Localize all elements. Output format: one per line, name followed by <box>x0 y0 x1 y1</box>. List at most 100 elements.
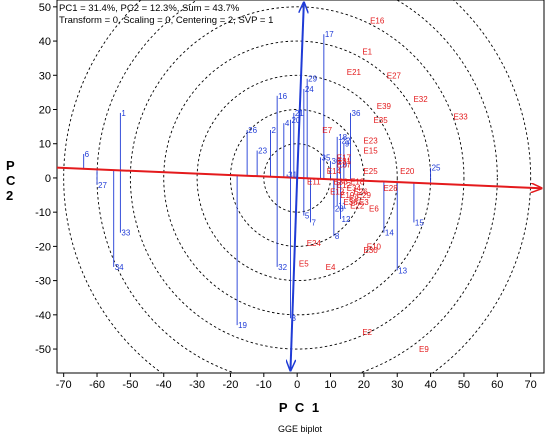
environment-label: E10 <box>367 242 382 251</box>
environment-label: E8 <box>349 194 359 203</box>
genotype-label: 30 <box>332 157 341 166</box>
environment-label: E14 <box>327 167 342 176</box>
x-tick-label: -40 <box>156 379 172 391</box>
genotype-label: 2 <box>271 126 276 135</box>
x-tick-label: 30 <box>391 379 403 391</box>
genotype-label: 35 <box>322 153 331 162</box>
genotype-label: 8 <box>335 232 340 241</box>
genotype-label: 20 <box>291 116 300 125</box>
genotype-label: 5 <box>305 212 310 221</box>
x-tick-label: -50 <box>122 379 138 391</box>
genotype-label: 11 <box>338 201 347 210</box>
environment-label: E11 <box>307 177 321 186</box>
x-tick-label: 60 <box>491 379 503 391</box>
genotype-label: 6 <box>85 150 90 159</box>
y-tick-label: 10 <box>39 139 51 151</box>
environment-label: E2 <box>362 328 372 337</box>
header-line-1: PC1 = 31.4%, PC2 = 12.3%, Sum = 43.7% <box>59 3 240 14</box>
environment-label: E34 <box>347 184 362 193</box>
caption: GGE biplot <box>278 424 323 434</box>
y-tick-label: -30 <box>35 276 51 288</box>
genotype-label: 15 <box>415 218 424 227</box>
x-tick-label: -70 <box>56 379 72 391</box>
environment-label: E28 <box>383 184 398 193</box>
genotype-label: 19 <box>238 321 247 330</box>
environment-label: E24 <box>307 239 322 248</box>
genotype-label: 13 <box>398 266 407 275</box>
environment-label: E7 <box>322 126 332 135</box>
environment-label: E38 <box>343 198 358 207</box>
environment-label: E27 <box>387 71 402 80</box>
circle-r30 <box>196 74 398 282</box>
y-tick-label: -50 <box>35 344 51 356</box>
y-tick-label: -10 <box>35 207 51 219</box>
environment-label: E29 <box>357 191 372 200</box>
environment-label: E37 <box>337 160 352 169</box>
x-tick-label: -60 <box>89 379 105 391</box>
environment-label: E15 <box>363 147 378 156</box>
circle-r70 <box>63 0 532 373</box>
genotype-label: 26 <box>248 126 257 135</box>
genotype-label: 24 <box>305 85 314 94</box>
environment-label: E5 <box>299 259 309 268</box>
environment-label: E6 <box>369 205 379 214</box>
x-tick-label: 0 <box>294 379 300 391</box>
environment-label: E35 <box>373 116 388 125</box>
header-line-2: Transform = 0, Scaling = 0, Centering = … <box>59 15 273 26</box>
y-tick-label: 20 <box>39 105 51 117</box>
genotype-label: 7 <box>312 218 317 227</box>
x-tick-label: -20 <box>222 379 238 391</box>
genotype-label: 36 <box>352 109 361 118</box>
environment-label: E21 <box>347 68 362 77</box>
x-tick-label: -10 <box>256 379 272 391</box>
genotype-label: 34 <box>115 263 124 272</box>
environment-label: E16 <box>370 17 385 26</box>
genotype-label: 3 <box>291 314 296 323</box>
environment-label: E39 <box>377 102 392 111</box>
genotype-label: 33 <box>121 229 130 238</box>
environment-label: E12 <box>337 181 352 190</box>
y-tick-label: -40 <box>35 310 51 322</box>
genotype-label: 18 <box>338 133 347 142</box>
environment-label: E36 <box>333 177 348 186</box>
plot-frame <box>56 0 545 374</box>
genotype-label: 32 <box>278 263 287 272</box>
aec-ordinate-arrow-down <box>290 177 299 370</box>
genotype-label: 16 <box>278 92 287 101</box>
y-tick-label: 0 <box>45 173 51 185</box>
aec-abscissa-arrow <box>57 166 541 189</box>
x-tick-label: 70 <box>525 379 537 391</box>
axis-ticks: -70 -60 -50 -40 -30 -20 -10 0 10 20 30 40 50 60 70-50-… <box>35 2 537 391</box>
y-tick-label: 40 <box>39 36 51 48</box>
environment-label: E30 <box>363 246 378 255</box>
genotype-label: 22 <box>342 136 351 145</box>
x-axis-title: P C 1 <box>279 400 321 415</box>
x-tick-label: 20 <box>358 379 370 391</box>
aec-lines <box>57 3 541 369</box>
genotype-label: 17 <box>325 30 334 39</box>
x-tick-label: 50 <box>458 379 470 391</box>
circle-r20 <box>230 109 365 247</box>
genotype-label: 12 <box>342 215 351 224</box>
environment-label: E9 <box>419 345 429 354</box>
genotype-label: 9 <box>345 140 350 149</box>
genotype-label: 31 <box>288 171 297 180</box>
environment-label: E31 <box>337 157 352 166</box>
genotype-vectors <box>83 34 432 326</box>
y-tick-label: -20 <box>35 241 51 253</box>
environment-label: E20 <box>400 167 415 176</box>
environment-label: E19 <box>340 191 355 200</box>
environment-label: E25 <box>363 167 378 176</box>
environment-label: E13 <box>330 188 345 197</box>
genotype-label: 14 <box>385 229 394 238</box>
genotype-label: 28 <box>335 205 344 214</box>
environment-label: E3 <box>359 198 369 207</box>
environment-label: E22 <box>350 201 365 210</box>
y-tick-label: 30 <box>39 70 51 82</box>
genotype-label: 23 <box>258 147 267 156</box>
genotype-label: 27 <box>98 181 107 190</box>
environment-label: E4 <box>326 263 336 272</box>
x-tick-label: 40 <box>424 379 436 391</box>
environment-label: E23 <box>363 136 378 145</box>
